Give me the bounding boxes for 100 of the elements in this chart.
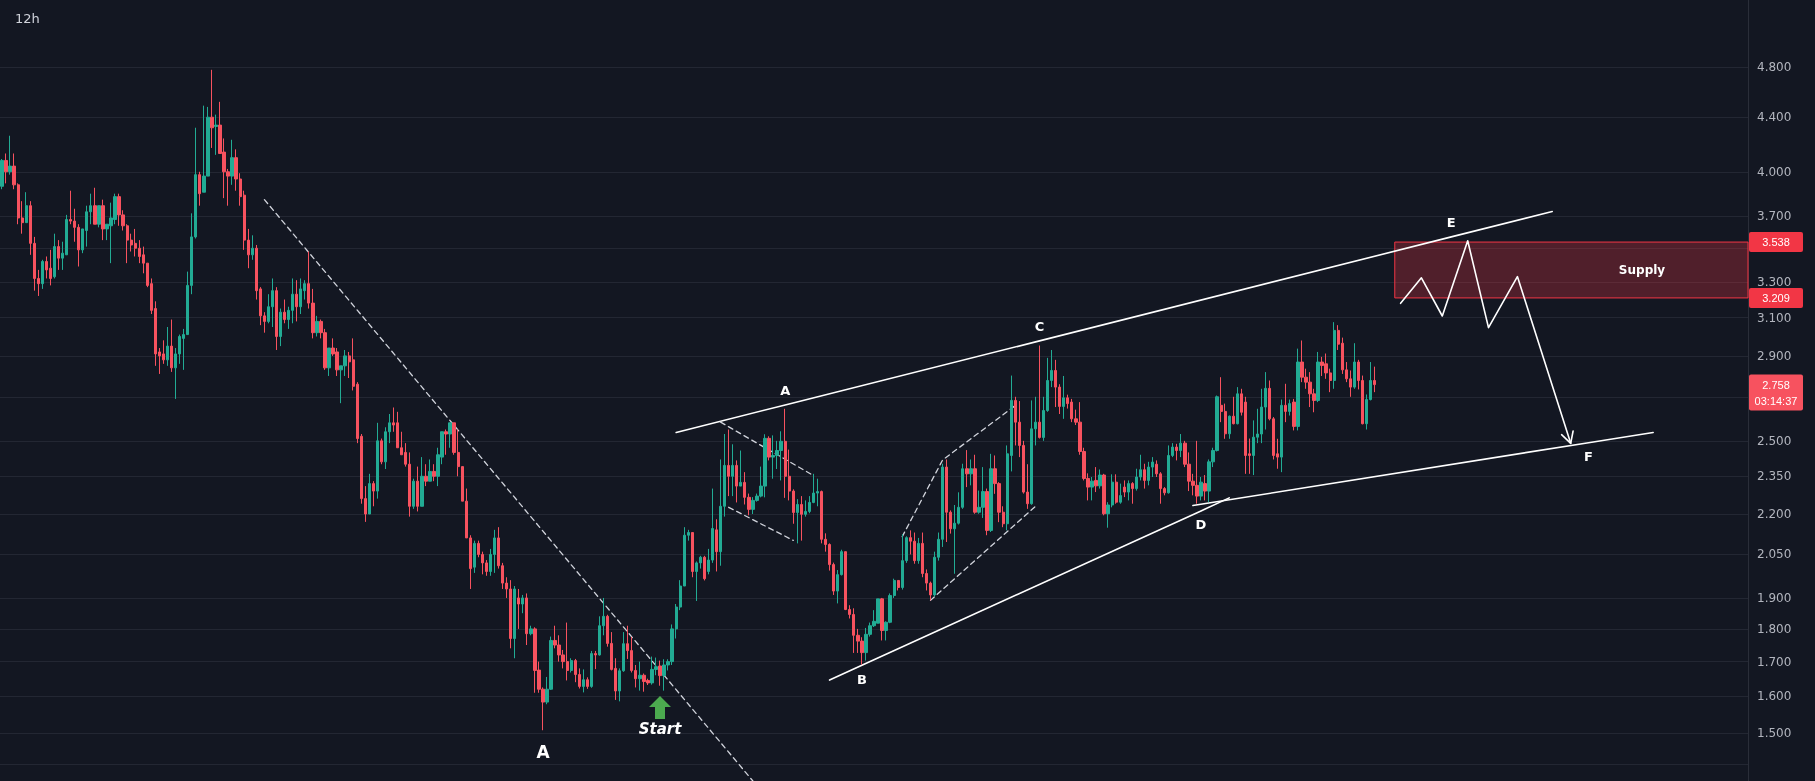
- candlestick: [101, 199, 105, 241]
- candlestick: [731, 443, 734, 497]
- candlestick: [650, 656, 654, 686]
- text: 12h: [15, 11, 40, 26]
- candlestick: [428, 458, 432, 482]
- candlestick: [1373, 366, 1376, 393]
- candlestick: [864, 627, 868, 662]
- candlestick: [1236, 386, 1239, 425]
- candlestick: [796, 498, 799, 544]
- candlestick: [230, 139, 234, 186]
- band-label: Supply: [1618, 262, 1666, 277]
- candlestick: [1228, 415, 1231, 440]
- candlestick: [533, 626, 537, 694]
- candlestick: [473, 540, 476, 574]
- y-tick-label: 3.300: [1757, 274, 1792, 289]
- candlestick: [444, 429, 448, 456]
- candlestick: [251, 234, 254, 261]
- y-tick-label: 2.050: [1757, 547, 1792, 562]
- candlestick: [917, 537, 920, 565]
- candlestick: [509, 579, 512, 649]
- candlestick: [376, 422, 379, 500]
- y-tick-label: 1.700: [1757, 654, 1792, 669]
- y-tick-label: 4.000: [1757, 164, 1792, 179]
- candlestick: [1102, 473, 1106, 516]
- candlestick: [529, 625, 533, 636]
- candlestick: [727, 429, 730, 497]
- candlestick: [897, 579, 900, 591]
- candlestick: [210, 69, 214, 149]
- candlestick: [97, 205, 101, 228]
- candlestick: [784, 408, 787, 499]
- candlestick: [662, 658, 666, 692]
- candlestick: [493, 529, 496, 574]
- candlestick: [275, 286, 278, 351]
- candlestick: [432, 463, 436, 482]
- candlestick: [735, 459, 738, 503]
- candlestick: [521, 594, 524, 614]
- candlestick: [1280, 399, 1283, 473]
- candlestick: [53, 233, 56, 279]
- y-tick-label: 2.350: [1757, 469, 1792, 484]
- candlestick: [1062, 375, 1065, 420]
- candlestick: [695, 560, 698, 602]
- candlestick: [973, 454, 977, 515]
- candlestick: [295, 279, 298, 322]
- candlestick: [1284, 383, 1287, 423]
- candlestick: [57, 239, 60, 271]
- candlestick: [271, 277, 274, 328]
- candlestick: [642, 673, 646, 693]
- candlestick: [582, 668, 585, 693]
- candlestick: [525, 592, 528, 646]
- candlestick: [570, 657, 573, 673]
- candlestick: [380, 438, 383, 465]
- candlestick: [1115, 473, 1118, 505]
- candlestick: [4, 152, 8, 184]
- text: D: [1195, 517, 1207, 533]
- candlestick: [985, 488, 989, 536]
- candlestick: [1175, 443, 1178, 461]
- candlestick: [703, 555, 706, 581]
- candlestick: [691, 532, 694, 578]
- candlestick: [804, 499, 807, 518]
- candlestick: [586, 676, 589, 690]
- candlestick: [1123, 479, 1126, 498]
- candlestick: [876, 598, 880, 624]
- candlestick: [1167, 444, 1170, 495]
- candlestick: [327, 347, 331, 377]
- text: 2.758: [1762, 378, 1790, 391]
- candlestick: [41, 259, 44, 290]
- y-tick-label: 2.200: [1757, 507, 1792, 522]
- candlestick: [1353, 342, 1356, 390]
- candlestick: [416, 466, 419, 512]
- candlestick: [1333, 321, 1336, 390]
- candlestick: [1094, 466, 1098, 493]
- candlestick: [166, 326, 169, 367]
- text: 3.538: [1762, 236, 1790, 249]
- candlestick: [658, 660, 662, 687]
- y-tick-label: 4.400: [1757, 110, 1792, 125]
- candlestick: [1292, 398, 1296, 431]
- text: E: [1446, 215, 1456, 231]
- text: C: [1034, 319, 1045, 335]
- text: F: [1584, 449, 1593, 465]
- candlestick: [170, 319, 173, 373]
- text: 03:14:37: [1754, 394, 1798, 407]
- candlestick: [1038, 345, 1041, 440]
- y-tick-label: 1.600: [1757, 689, 1792, 704]
- candlestick: [751, 496, 755, 515]
- candlestick: [945, 458, 948, 543]
- y-tick-label: 2.500: [1757, 433, 1792, 448]
- candlestick: [283, 299, 286, 324]
- candlestick: [202, 105, 206, 193]
- candlestick: [513, 585, 516, 659]
- candlestick: [1296, 348, 1300, 431]
- candlestick: [424, 463, 428, 487]
- y-tick-label: 1.800: [1757, 621, 1792, 636]
- candlestick: [372, 480, 375, 507]
- candlestick: [198, 171, 201, 207]
- candlestick: [771, 434, 775, 480]
- candlestick: [1143, 463, 1146, 490]
- candlestick: [368, 473, 371, 515]
- candlestick: [1316, 351, 1320, 403]
- candlestick: [1147, 461, 1150, 486]
- candlestick: [1308, 371, 1312, 408]
